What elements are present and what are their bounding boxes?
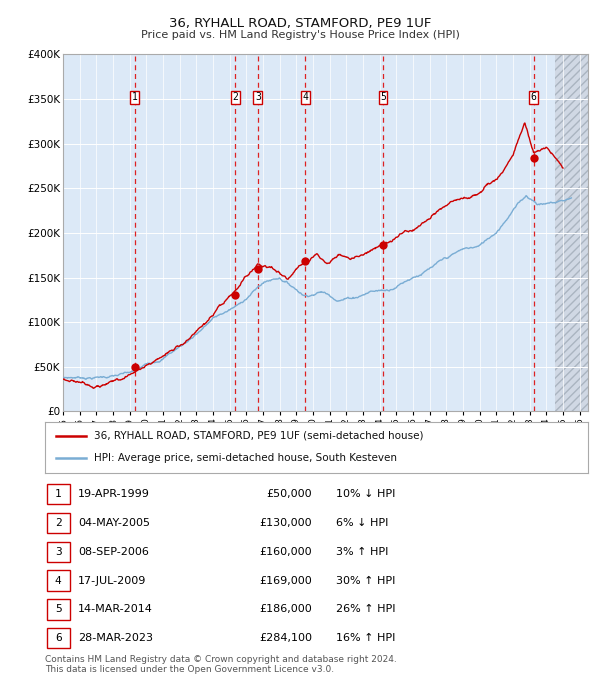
Text: 6: 6 xyxy=(531,92,536,102)
Text: £169,000: £169,000 xyxy=(259,575,312,585)
Text: £284,100: £284,100 xyxy=(259,633,312,643)
Text: 16% ↑ HPI: 16% ↑ HPI xyxy=(336,633,395,643)
Text: £160,000: £160,000 xyxy=(259,547,312,557)
Text: 10% ↓ HPI: 10% ↓ HPI xyxy=(336,489,395,499)
Text: HPI: Average price, semi-detached house, South Kesteven: HPI: Average price, semi-detached house,… xyxy=(94,454,397,463)
Text: 2: 2 xyxy=(55,517,62,528)
Text: 14-MAR-2014: 14-MAR-2014 xyxy=(78,605,153,615)
Text: 26% ↑ HPI: 26% ↑ HPI xyxy=(336,605,395,615)
Text: 3: 3 xyxy=(55,547,62,557)
Bar xyxy=(554,54,588,411)
Text: 4: 4 xyxy=(55,575,62,585)
Text: £130,000: £130,000 xyxy=(259,517,312,528)
Text: 3: 3 xyxy=(255,92,261,102)
Text: 17-JUL-2009: 17-JUL-2009 xyxy=(78,575,146,585)
Text: 36, RYHALL ROAD, STAMFORD, PE9 1UF: 36, RYHALL ROAD, STAMFORD, PE9 1UF xyxy=(169,17,431,31)
Text: 2: 2 xyxy=(232,92,238,102)
Text: 30% ↑ HPI: 30% ↑ HPI xyxy=(336,575,395,585)
Text: 5: 5 xyxy=(55,605,62,615)
Text: 1: 1 xyxy=(55,489,62,499)
Text: Price paid vs. HM Land Registry's House Price Index (HPI): Price paid vs. HM Land Registry's House … xyxy=(140,31,460,40)
Text: £186,000: £186,000 xyxy=(259,605,312,615)
Text: This data is licensed under the Open Government Licence v3.0.: This data is licensed under the Open Gov… xyxy=(45,665,334,675)
Text: 08-SEP-2006: 08-SEP-2006 xyxy=(78,547,149,557)
Text: 5: 5 xyxy=(380,92,386,102)
Text: £50,000: £50,000 xyxy=(266,489,312,499)
Text: 19-APR-1999: 19-APR-1999 xyxy=(78,489,150,499)
Text: 1: 1 xyxy=(132,92,137,102)
Text: 36, RYHALL ROAD, STAMFORD, PE9 1UF (semi-detached house): 36, RYHALL ROAD, STAMFORD, PE9 1UF (semi… xyxy=(94,431,424,441)
Text: 4: 4 xyxy=(302,92,308,102)
Text: Contains HM Land Registry data © Crown copyright and database right 2024.: Contains HM Land Registry data © Crown c… xyxy=(45,655,397,664)
Text: 6% ↓ HPI: 6% ↓ HPI xyxy=(336,517,388,528)
Text: 3% ↑ HPI: 3% ↑ HPI xyxy=(336,547,388,557)
Text: 04-MAY-2005: 04-MAY-2005 xyxy=(78,517,150,528)
Text: 28-MAR-2023: 28-MAR-2023 xyxy=(78,633,153,643)
Text: 6: 6 xyxy=(55,633,62,643)
